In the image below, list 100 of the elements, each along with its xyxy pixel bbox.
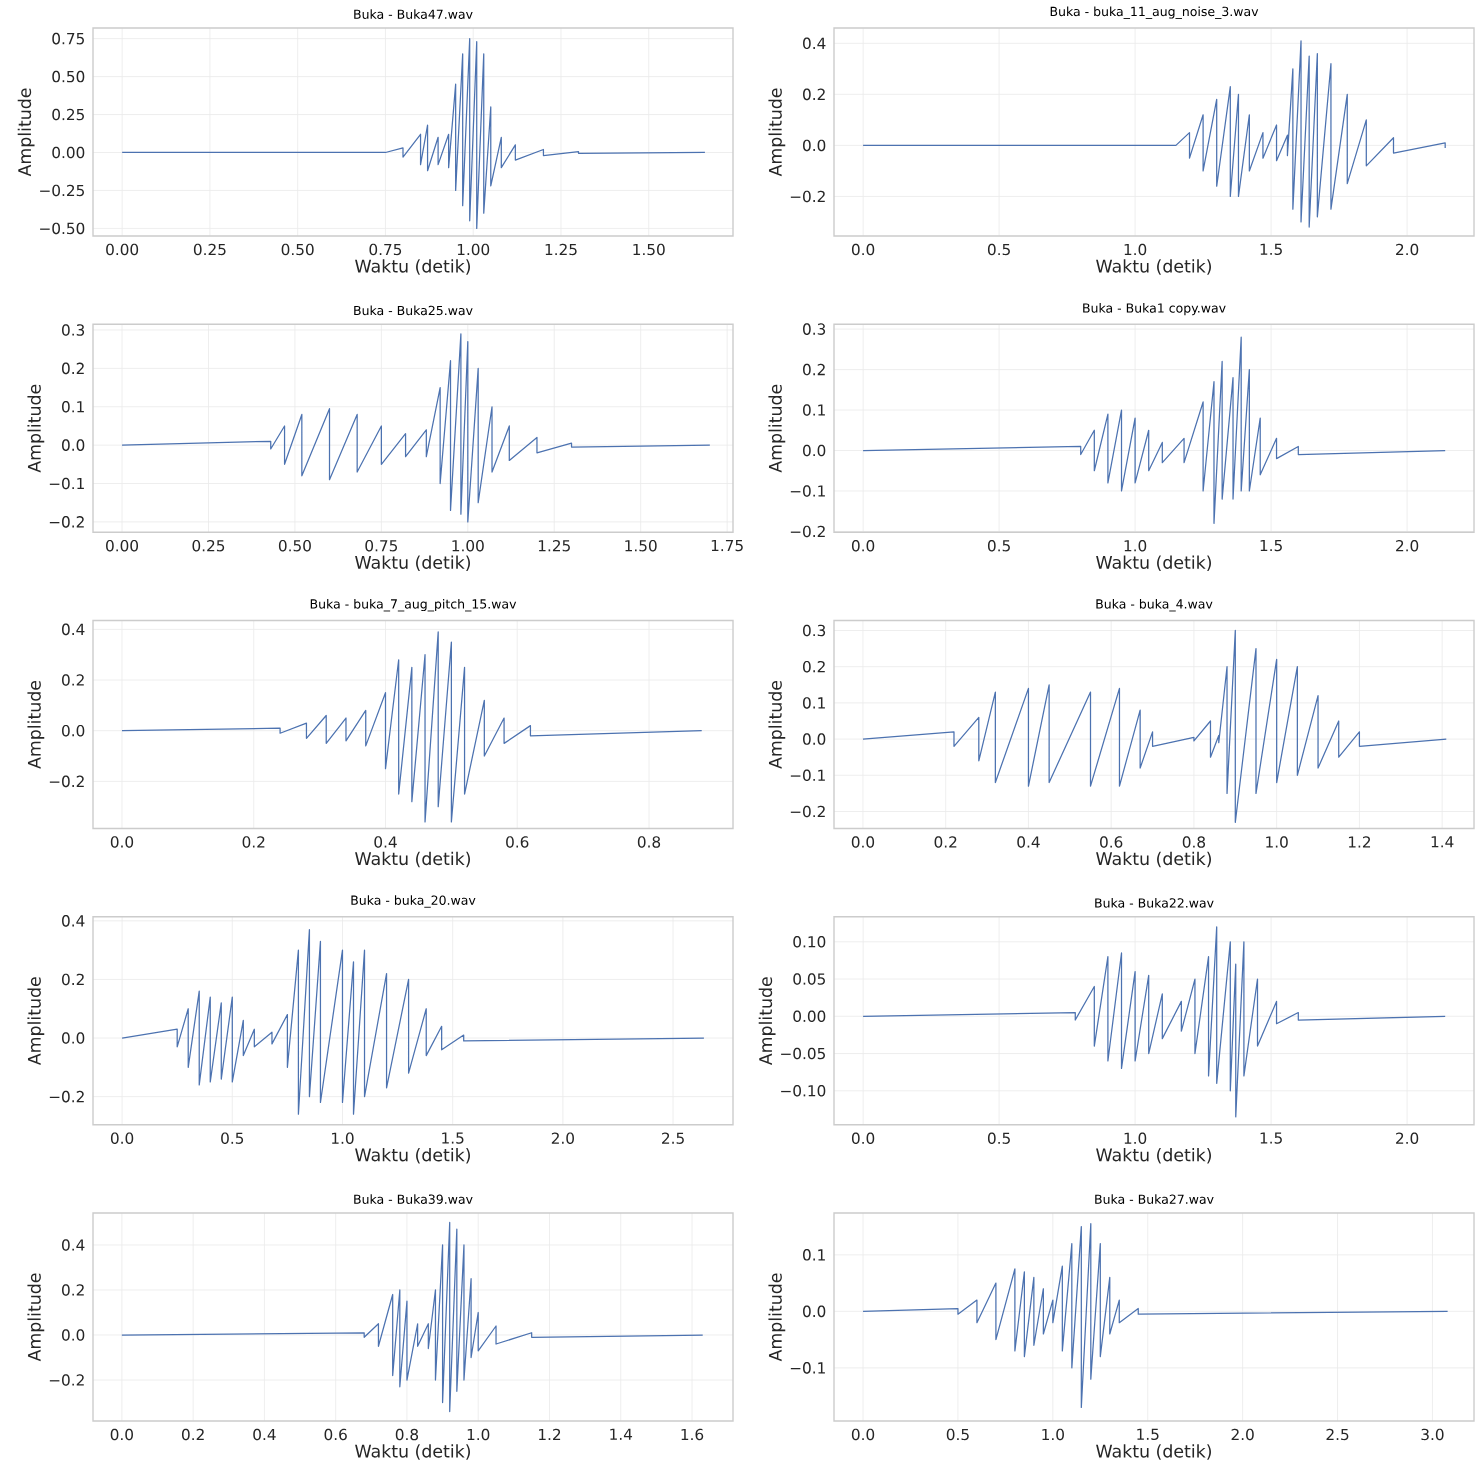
- x-axis-title: Waktu (detik): [355, 259, 470, 275]
- x-tick-label: 0.5: [987, 539, 1010, 552]
- y-tick-label: 0.0: [62, 1329, 85, 1341]
- y-tick-label: 0.3: [803, 624, 826, 637]
- x-tick-label: 1.0: [332, 1132, 354, 1144]
- x-tick-label: 0.2: [242, 836, 265, 848]
- x-axis-title: Waktu (detik): [355, 1444, 470, 1460]
- x-tick-label: 1.5: [1260, 1132, 1282, 1144]
- y-axis-title: Amplitude: [27, 680, 45, 769]
- y-tick-label: 0.10: [793, 936, 826, 948]
- y-tick-label: 0.3: [803, 323, 826, 335]
- chart-title: Buka - Buka22.wav: [1095, 898, 1214, 908]
- x-axis-title: Waktu (detik): [1096, 259, 1211, 275]
- y-tick-label: 0.0: [803, 733, 826, 745]
- x-tick-label: 0.8: [395, 1428, 419, 1441]
- y-tick-label: −0.1: [790, 485, 825, 497]
- x-tick-label: 1.0: [1266, 836, 1288, 848]
- chart-title: Buka - buka_4.wav: [1096, 598, 1213, 612]
- chart-title: Buka - Buka25.wav: [354, 305, 473, 316]
- x-tick-label: 1.5: [1260, 539, 1282, 552]
- y-tick-label: 0.1: [803, 404, 825, 416]
- x-tick-label: 0.50: [278, 539, 311, 552]
- x-tick-label: 0.75: [369, 243, 402, 256]
- x-tick-label: 0.00: [106, 539, 139, 552]
- x-tick-label: 1.2: [539, 1428, 561, 1441]
- x-axis-title: Waktu (detik): [1096, 1444, 1211, 1460]
- chart-title: Buka - buka_11_aug_noise_3.wav: [1050, 6, 1259, 19]
- y-axis-title: Amplitude: [17, 88, 35, 177]
- y-tick-label: 0.0: [803, 139, 826, 152]
- y-tick-label: 0.4: [62, 623, 85, 636]
- x-tick-label: 0.5: [987, 243, 1010, 256]
- chart-title: Buka - buka_7_aug_pitch_15.wav: [310, 598, 517, 612]
- x-tick-label: 1.0: [1124, 1132, 1147, 1144]
- x-tick-label: 1.0: [1124, 243, 1147, 256]
- line-series: [121, 929, 705, 1115]
- y-tick-label: −0.2: [49, 1374, 84, 1386]
- y-tick-label: −0.1: [49, 477, 84, 490]
- x-tick-label: 2.5: [662, 1132, 684, 1144]
- x-tick-label: 0.50: [281, 243, 314, 256]
- line-series: [121, 333, 711, 523]
- line-series: [862, 40, 1446, 228]
- x-tick-label: 0.25: [192, 539, 225, 552]
- x-tick-label: 1.5: [1260, 243, 1282, 256]
- y-tick-label: −0.50: [40, 222, 85, 235]
- x-tick-label: 1.00: [452, 539, 484, 552]
- x-tick-label: 1.0: [1124, 539, 1147, 552]
- x-tick-label: 0.6: [506, 836, 529, 848]
- y-tick-label: −0.05: [781, 1047, 825, 1060]
- y-tick-label: 0.2: [62, 973, 84, 986]
- y-tick-label: 0.2: [62, 362, 84, 375]
- y-tick-label: 0.0: [62, 439, 85, 451]
- x-tick-label: 0.4: [374, 836, 397, 848]
- y-tick-label: −0.2: [790, 805, 825, 818]
- x-tick-label: 0.2: [181, 1428, 204, 1441]
- x-tick-label: 1.75: [711, 539, 743, 552]
- x-tick-label: 2.5: [1326, 1428, 1349, 1441]
- y-tick-label: 0.2: [803, 363, 825, 376]
- x-tick-label: 0.5: [987, 1132, 1010, 1144]
- x-axis-title: Waktu (detik): [355, 851, 470, 868]
- y-tick-label: −0.2: [49, 1090, 84, 1103]
- y-tick-label: −0.2: [49, 516, 84, 528]
- x-tick-label: 0.0: [851, 836, 875, 848]
- chart-title: Buka - Buka47.wav: [354, 9, 473, 19]
- y-axis-title: Amplitude: [758, 977, 776, 1066]
- x-tick-label: 1.5: [1137, 1428, 1159, 1441]
- x-tick-label: 2.0: [1396, 1132, 1419, 1144]
- y-tick-label: 0.2: [803, 660, 825, 673]
- y-axis-title: Amplitude: [768, 88, 786, 177]
- y-tick-label: 0.4: [62, 1239, 85, 1251]
- x-tick-label: 0.4: [1017, 836, 1040, 848]
- x-tick-label: 2.0: [1396, 539, 1419, 552]
- x-axis-title: Waktu (detik): [355, 1147, 470, 1164]
- x-axis-title: Waktu (detik): [1096, 851, 1211, 868]
- x-tick-label: 2.0: [1231, 1428, 1254, 1441]
- x-tick-label: 0.5: [221, 1132, 244, 1144]
- y-tick-label: 0.05: [793, 973, 825, 985]
- x-tick-label: 0.6: [324, 1428, 347, 1441]
- x-tick-label: 0.0: [851, 243, 875, 256]
- y-tick-label: 0.50: [52, 70, 85, 83]
- y-tick-label: 0.0: [803, 444, 826, 457]
- x-tick-label: 1.6: [681, 1428, 704, 1441]
- x-tick-label: 1.00: [457, 243, 490, 256]
- y-tick-label: −0.2: [790, 190, 825, 203]
- y-axis-title: Amplitude: [768, 384, 786, 473]
- x-tick-label: 1.2: [1348, 836, 1371, 848]
- x-tick-label: 1.25: [545, 243, 577, 256]
- x-tick-label: 0.8: [637, 836, 661, 848]
- chart-title: Buka - buka_20.wav: [351, 895, 476, 908]
- y-tick-label: 0.00: [793, 1010, 826, 1023]
- x-tick-label: 1.5: [442, 1132, 464, 1144]
- y-tick-label: −0.2: [49, 775, 84, 788]
- y-axis-title: Amplitude: [27, 1273, 45, 1362]
- x-tick-label: 0.8: [1182, 836, 1206, 848]
- y-tick-label: 0.0: [62, 724, 85, 737]
- x-tick-label: 0.75: [365, 539, 398, 552]
- x-axis-title: Waktu (detik): [1096, 1147, 1211, 1164]
- y-tick-label: 0.4: [803, 37, 826, 50]
- y-tick-label: 0.00: [52, 146, 85, 159]
- x-tick-label: 0.0: [110, 1132, 134, 1144]
- x-tick-label: 2.0: [551, 1132, 574, 1144]
